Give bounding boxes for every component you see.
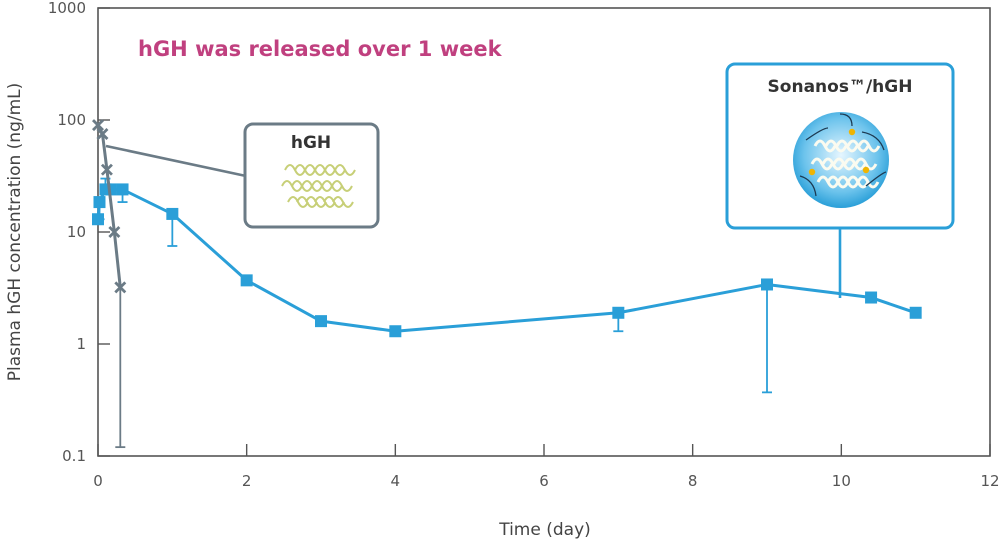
data-point <box>108 226 121 238</box>
x-tick-label: 6 <box>539 472 549 490</box>
x-tick-label: 4 <box>391 472 401 490</box>
series-hgh <box>92 119 127 449</box>
protein-coil <box>846 139 870 153</box>
polymer-chain <box>799 175 817 197</box>
x-marker-stroke <box>108 226 121 238</box>
y-axis-title: Plasma hGH concentration (ng/mL) <box>5 83 25 382</box>
protein-coil <box>331 180 353 192</box>
protein-coil <box>813 139 837 153</box>
x-marker-stroke <box>96 128 109 140</box>
data-point <box>761 278 773 291</box>
y-tick-label: 1000 <box>48 0 86 17</box>
protein-coil <box>843 157 867 171</box>
protein-coil <box>824 139 848 153</box>
y-tick-label: 100 <box>57 111 86 129</box>
data-point <box>389 325 402 338</box>
x-tick-label: 0 <box>93 472 103 490</box>
x-tick-label: 2 <box>242 472 252 490</box>
data-point <box>909 306 922 319</box>
crosslink-dot <box>848 128 856 136</box>
protein-coil <box>821 157 845 171</box>
nanoparticle-icon <box>793 112 889 208</box>
data-point <box>612 306 625 319</box>
callout-hgh-label: hGH <box>291 133 331 153</box>
y-tick-label: 1 <box>76 335 86 353</box>
protein-coil <box>334 164 356 176</box>
x-axis-title: Time (day) <box>498 520 591 540</box>
polymer-chain <box>805 127 829 141</box>
polymer-chain <box>839 113 853 127</box>
data-point <box>93 196 106 209</box>
protein-coil <box>854 157 878 171</box>
data-point <box>166 207 179 220</box>
callout-hgh: hGH <box>105 122 380 229</box>
axis-ticks: 0 2 4 6 8 10 12 0.1 1 10 100 1000 <box>48 0 1000 490</box>
protein-coil <box>332 196 354 208</box>
series-layer <box>92 119 922 449</box>
callout-sonanos-label: Sonanos™/hGH <box>768 77 913 97</box>
data-point <box>96 128 109 140</box>
protein-coil <box>835 139 859 153</box>
protein-coil <box>810 157 834 171</box>
callout-layer: hGH Sonanos™/hGH <box>105 62 955 298</box>
protein-coil <box>857 139 881 153</box>
data-point <box>116 183 129 196</box>
data-point <box>240 274 253 287</box>
x-marker-stroke <box>114 281 127 294</box>
x-tick-label: 8 <box>688 472 698 490</box>
polymer-chain <box>861 131 885 151</box>
chart-headline: hGH was released over 1 week <box>138 37 503 61</box>
y-tick-label: 0.1 <box>62 447 86 465</box>
x-marker-stroke <box>100 163 113 176</box>
crosslink-dot <box>808 168 816 176</box>
crosslink-dot <box>862 166 870 174</box>
protein-icon <box>281 164 356 208</box>
y-tick-label: 10 <box>67 223 86 241</box>
protein-coil <box>856 175 880 189</box>
series-sonanos-hgh <box>92 177 922 394</box>
data-point <box>315 315 327 328</box>
protein-coil <box>832 157 856 171</box>
data-point <box>865 291 878 304</box>
data-point <box>92 119 104 132</box>
polymer-chain <box>865 171 887 187</box>
callout-sonanos: Sonanos™/hGH <box>725 62 955 298</box>
data-point <box>100 163 113 176</box>
x-marker-stroke <box>92 119 104 132</box>
callout-hgh-leader <box>105 144 247 178</box>
data-point <box>92 213 104 226</box>
data-point <box>114 281 127 294</box>
x-tick-label: 10 <box>832 472 851 490</box>
x-tick-label: 12 <box>980 472 999 490</box>
